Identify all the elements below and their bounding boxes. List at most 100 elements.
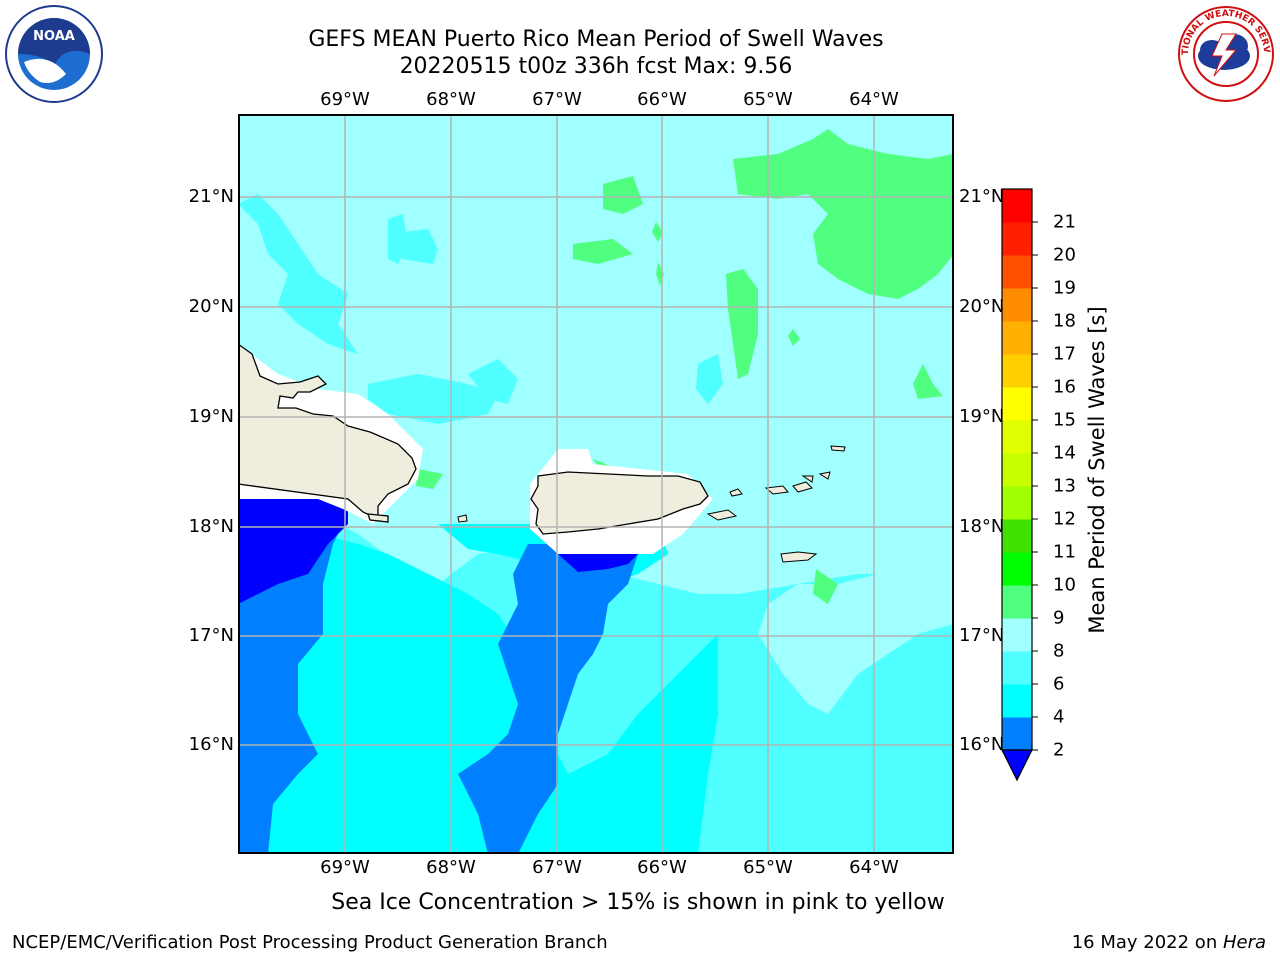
- colorbar-band: [1002, 618, 1032, 652]
- field-blue: [238, 504, 348, 854]
- colorbar-band: [1002, 288, 1032, 322]
- field-green: [603, 176, 643, 214]
- colorbar-band: [1002, 552, 1032, 586]
- lat-label-right: 16°N: [959, 734, 1005, 755]
- lat-label-right: 19°N: [959, 406, 1005, 427]
- virgin-islands: [764, 485, 789, 495]
- saint-croix-island: [780, 551, 818, 563]
- nws-logo: NATIONAL WEATHER SERVICE: [1176, 4, 1274, 102]
- hispaniola-land: [367, 513, 389, 523]
- footer-machine: Hera: [1222, 932, 1266, 953]
- lon-label-bottom: 64°W: [849, 857, 899, 878]
- lon-label-bottom: 67°W: [532, 857, 582, 878]
- lat-label-right: 17°N: [959, 625, 1005, 646]
- colorbar-ticks: [1032, 221, 1038, 751]
- lat-label-left: 16°N: [188, 734, 234, 755]
- field-light-cyan: [468, 359, 518, 404]
- lat-label-left: 17°N: [188, 625, 234, 646]
- field-blue: [458, 544, 638, 854]
- virgin-islands: [818, 471, 831, 480]
- colorbar-tick-label: 9: [1053, 607, 1065, 629]
- colorbar-band: [1002, 717, 1032, 751]
- lat-label-right: 20°N: [959, 296, 1005, 317]
- field-cyan: [238, 534, 718, 854]
- colorbar-band: [1002, 651, 1032, 685]
- map-subtitle: 20220515 t00z 336h fcst Max: 9.56: [399, 54, 793, 79]
- virgin-islands: [792, 481, 813, 493]
- colorbar-band: [1002, 387, 1032, 421]
- colorbar-label: Mean Period of Swell Waves [s]: [1085, 306, 1109, 634]
- colorbar-band: [1002, 222, 1032, 256]
- colorbar-band: [1002, 684, 1032, 718]
- colorbar-tick-label: 12: [1053, 508, 1076, 530]
- anegada-island: [830, 445, 846, 452]
- colorbar-band: [1002, 255, 1032, 289]
- colorbar-tick-label: 2: [1053, 739, 1065, 761]
- colorbar-band: [1002, 585, 1032, 619]
- colorbar-band: [1002, 354, 1032, 388]
- colorbar-tick-label: 17: [1053, 343, 1076, 365]
- vieques-island: [706, 509, 738, 521]
- field-green: [788, 329, 800, 346]
- colorbar-tick-label: 10: [1053, 574, 1076, 596]
- colorbar-band: [1002, 486, 1032, 520]
- noaa-logo: NOAA: [5, 5, 103, 103]
- lat-label-left: 19°N: [188, 406, 234, 427]
- field-pale-cyan: [758, 544, 954, 714]
- virgin-islands: [729, 488, 743, 497]
- graticule: [238, 114, 954, 854]
- colorbar-tick-label: 19: [1053, 277, 1076, 299]
- footer-date-text: 16 May 2022 on: [1071, 932, 1223, 953]
- lon-label-bottom: 69°W: [320, 857, 370, 878]
- lat-label-left: 20°N: [188, 296, 234, 317]
- field-green: [813, 569, 838, 604]
- lon-label-top: 69°W: [320, 89, 370, 110]
- svg-text:NOAA: NOAA: [33, 29, 75, 44]
- field-green: [652, 222, 663, 242]
- colorbar-band: [1002, 321, 1032, 355]
- lon-label-top: 67°W: [532, 89, 582, 110]
- map-border: [238, 114, 954, 854]
- colorbar-tick-label: 6: [1053, 673, 1065, 695]
- field-light-cyan: [388, 229, 438, 264]
- colorbar-tick-label: 20: [1053, 244, 1076, 266]
- puerto-rico-land: [530, 471, 709, 535]
- colorbar-tick-label: 4: [1053, 706, 1065, 728]
- colorbar-band: [1002, 189, 1032, 223]
- colorbar-border: [1001, 188, 1033, 751]
- footer-branch: NCEP/EMC/Verification Post Processing Pr…: [12, 932, 608, 953]
- lon-label-top: 66°W: [637, 89, 687, 110]
- field-dark-blue: [558, 554, 638, 572]
- field-green: [913, 364, 943, 399]
- colorbar-under-triangle: [1001, 749, 1033, 782]
- colorbar-tick-label: 11: [1053, 541, 1076, 563]
- lat-label-right: 21°N: [959, 186, 1005, 207]
- field-green: [416, 469, 443, 489]
- lon-label-bottom: 66°W: [637, 857, 687, 878]
- colorbar-tick-label: 15: [1053, 409, 1076, 431]
- colorbar-band: [1002, 453, 1032, 487]
- colorbar-tick-label: 13: [1053, 475, 1076, 497]
- lon-label-top: 64°W: [849, 89, 899, 110]
- swell-period-map: [238, 114, 954, 854]
- hispaniola-land: [238, 343, 417, 521]
- lon-label-bottom: 68°W: [426, 857, 476, 878]
- lon-label-top: 68°W: [426, 89, 476, 110]
- field-green: [573, 239, 633, 264]
- lon-label-bottom: 65°W: [743, 857, 793, 878]
- mona-island: [457, 514, 468, 523]
- colorbar-tick-label: 14: [1053, 442, 1076, 464]
- colorbar: [1001, 188, 1038, 782]
- lat-label-left: 21°N: [188, 186, 234, 207]
- colorbar-band: [1002, 420, 1032, 454]
- sea-ice-note: Sea Ice Concentration > 15% is shown in …: [331, 890, 945, 915]
- footer-date: 16 May 2022 on Hera: [1072, 932, 1266, 953]
- field-dark-blue: [238, 499, 348, 604]
- map-title: GEFS MEAN Puerto Rico Mean Period of Swe…: [308, 27, 884, 52]
- field-light-cyan: [238, 194, 358, 354]
- colorbar-tick-label: 16: [1053, 376, 1076, 398]
- field-light-cyan: [696, 354, 723, 404]
- colorbar-tick-label: 8: [1053, 640, 1065, 662]
- lon-label-top: 65°W: [743, 89, 793, 110]
- field-green: [726, 269, 758, 379]
